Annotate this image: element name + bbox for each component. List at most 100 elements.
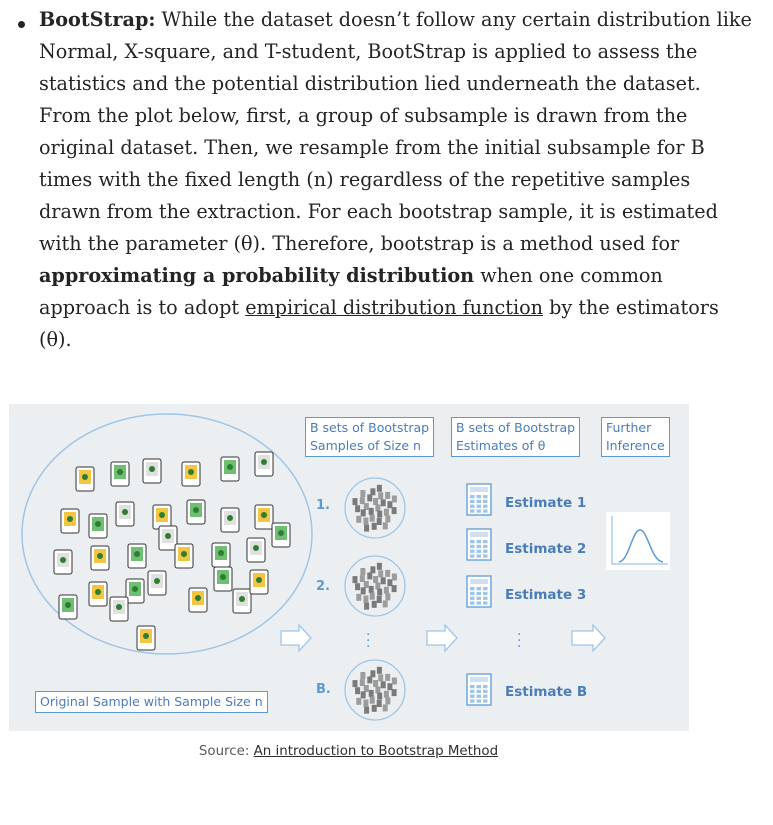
paragraph-line: BootStrap: While the dataset doesn’t fol… xyxy=(39,4,752,36)
calculator-icon xyxy=(466,483,492,516)
figure-caption: Source: An introduction to Bootstrap Met… xyxy=(198,744,499,759)
arrow-right-icon xyxy=(426,623,458,653)
mini-sample-icon xyxy=(377,692,383,700)
paragraph-line: drawn from the extraction. For each boot… xyxy=(39,196,718,228)
phone-sample-icon xyxy=(115,501,135,527)
mini-sample-icon xyxy=(373,576,379,583)
mini-sample-icon xyxy=(360,691,366,699)
mini-sample-icon xyxy=(376,700,382,707)
ellipsis-vertical-icon: · · · xyxy=(517,627,522,655)
mini-sample-icon xyxy=(382,600,388,608)
mini-sample-icon xyxy=(380,577,386,585)
phone-sample-icon xyxy=(213,566,233,592)
phone-sample-icon xyxy=(127,543,147,569)
mini-sample-icon xyxy=(376,518,382,525)
mini-sample-icon xyxy=(385,593,391,601)
bullet-icon xyxy=(18,21,25,28)
mini-sample-icon xyxy=(360,568,366,575)
mini-sample-icon xyxy=(369,592,375,600)
phone-sample-icon xyxy=(58,594,78,620)
mini-sample-icon xyxy=(376,562,382,570)
mini-sample-icon xyxy=(385,697,391,705)
paragraph-line: with the parameter (θ). Therefore, boots… xyxy=(39,228,679,260)
phone-sample-icon xyxy=(254,504,274,530)
mini-sample-icon xyxy=(352,498,358,506)
diagram-shapes xyxy=(21,413,670,721)
mini-sample-icon xyxy=(359,575,365,583)
phone-sample-icon xyxy=(88,581,108,607)
mini-sample-icon xyxy=(370,566,376,574)
phone-sample-icon xyxy=(152,504,172,530)
phone-sample-icon xyxy=(181,461,201,487)
phone-sample-icon xyxy=(60,508,80,534)
phone-sample-icon xyxy=(232,588,252,614)
calculator-icon xyxy=(466,673,492,706)
arrow-right-icon xyxy=(571,623,606,653)
mini-sample-icon xyxy=(371,600,377,608)
mini-sample-icon xyxy=(363,685,369,692)
phone-sample-icon xyxy=(174,543,194,569)
mini-sample-icon xyxy=(378,674,384,682)
text-run: when one common xyxy=(474,264,663,287)
phone-sample-icon xyxy=(136,625,156,651)
mini-sample-icon xyxy=(369,696,375,704)
phone-sample-icon xyxy=(147,570,167,596)
mini-sample-icon xyxy=(391,585,397,593)
distribution-curve-icon xyxy=(606,512,670,570)
mini-sample-icon xyxy=(369,514,375,522)
mini-sample-icon xyxy=(356,515,362,523)
mini-sample-icon xyxy=(385,569,391,577)
phone-sample-icon xyxy=(188,587,208,613)
row-label-1: 1. xyxy=(316,498,330,513)
mini-sample-icon xyxy=(367,676,373,684)
source-link[interactable]: An introduction to Bootstrap Method xyxy=(253,744,499,759)
inline-link[interactable]: empirical distribution function xyxy=(245,296,543,319)
mini-sample-icon xyxy=(391,689,397,697)
text-run: statistics and the potential distributio… xyxy=(39,72,701,95)
phone-sample-icon xyxy=(88,513,108,539)
mini-sample-icon xyxy=(355,505,361,513)
mini-sample-icon xyxy=(370,670,376,678)
paragraph-line: statistics and the potential distributio… xyxy=(39,68,701,100)
mini-sample-icon xyxy=(352,680,358,688)
mini-sample-icon xyxy=(360,672,366,679)
paragraph-line: (θ). xyxy=(39,324,72,356)
mini-sample-icon xyxy=(385,673,391,681)
estimate-2: Estimate 2 xyxy=(505,541,587,557)
mini-sample-icon xyxy=(368,585,374,593)
mini-sample-icon xyxy=(377,588,383,596)
mini-sample-icon xyxy=(367,572,373,580)
mini-sample-icon xyxy=(364,602,370,610)
text-run: original dataset. Then, we resample from… xyxy=(39,136,705,159)
mini-sample-icon xyxy=(377,510,383,518)
text-run: While the dataset doesn’t follow any cer… xyxy=(155,8,752,31)
phone-sample-icon xyxy=(220,507,240,533)
arrow-right-icon xyxy=(280,623,312,653)
mini-sample-icon xyxy=(360,490,366,497)
mini-sample-icon xyxy=(373,680,379,687)
mini-sample-icon xyxy=(356,593,362,601)
mini-sample-icon xyxy=(355,583,361,591)
mini-sample-icon xyxy=(371,522,377,530)
text-run: From the plot below, first, a group of s… xyxy=(39,104,688,127)
mini-sample-icon xyxy=(364,706,370,714)
ellipsis-vertical-icon: · · · xyxy=(366,627,371,655)
mini-sample-icon xyxy=(376,484,382,492)
mini-sample-icon xyxy=(383,586,389,594)
text-run: approach is to adopt xyxy=(39,296,246,319)
mini-sample-icon xyxy=(375,582,381,590)
text-run: with the parameter (θ). Therefore, boots… xyxy=(39,232,680,255)
original-sample-label: Original Sample with Sample Size n xyxy=(35,691,268,713)
mini-sample-icon xyxy=(363,699,369,707)
mini-sample-icon xyxy=(375,686,381,694)
header-bootstrap-estimates: B sets of Bootstrap Estimates of θ xyxy=(451,417,581,457)
bootstrap-diagram: B sets of Bootstrap Samples of Size n B … xyxy=(9,404,689,731)
calculator-icon xyxy=(466,575,492,608)
mini-sample-icon xyxy=(370,488,376,496)
mini-sample-icon xyxy=(371,704,377,712)
mini-sample-icon xyxy=(383,690,389,698)
phone-sample-icon xyxy=(254,451,274,477)
mini-sample-icon xyxy=(391,677,397,685)
bootstrap-sample-circle-b xyxy=(344,659,406,721)
calculator-icon xyxy=(466,528,492,561)
